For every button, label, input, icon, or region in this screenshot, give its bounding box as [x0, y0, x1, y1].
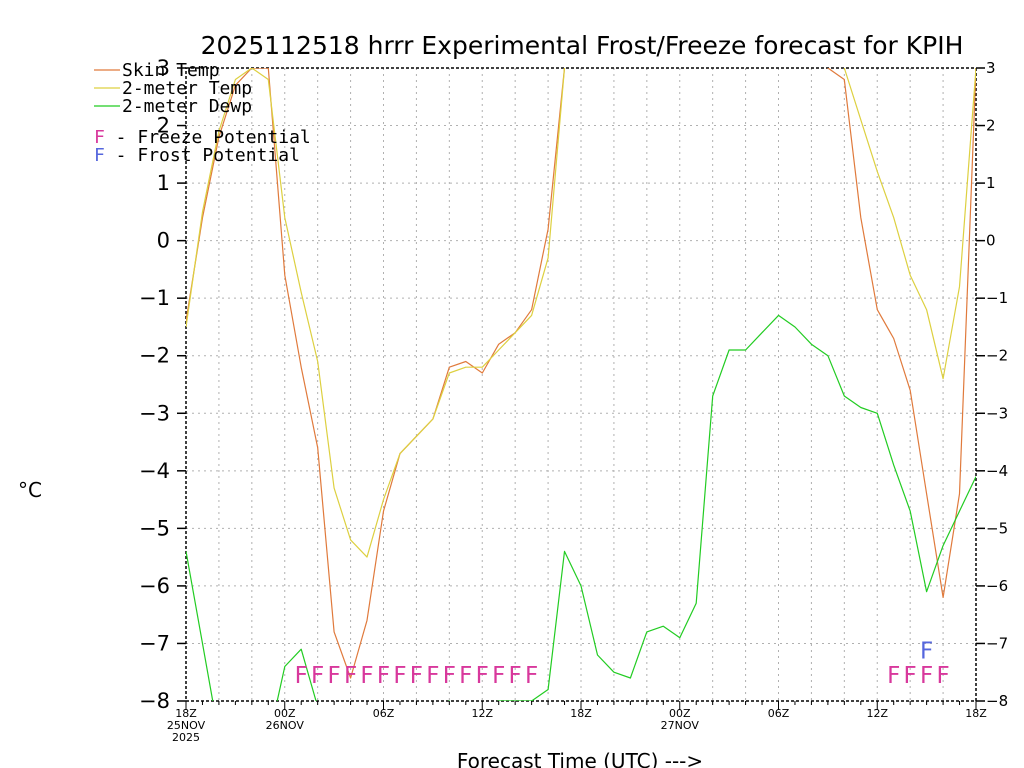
x-tick-label: 00Z: [274, 707, 296, 720]
x-tick-label: 2025: [172, 731, 200, 744]
freeze-flag: F: [509, 663, 522, 689]
legend-frost: F - Frost Potential: [94, 145, 300, 166]
potential-flags: F F F F F F F F F F F F F F F F F F FF: [295, 638, 950, 689]
chart-title: 2025112518 hrrr Experimental Frost/Freez…: [201, 31, 964, 60]
freeze-flag: F: [443, 663, 456, 689]
legend-frost-label: - Frost Potential: [105, 145, 300, 166]
freeze-flag: F: [936, 663, 949, 689]
y-tick-label-right: −4: [986, 462, 1008, 480]
x-tick-label: 12Z: [471, 707, 493, 720]
freeze-flag: F: [311, 663, 324, 689]
y-tick-label: 0: [157, 229, 170, 253]
freeze-flag: F: [426, 663, 439, 689]
legend-freeze-symbol: F: [94, 127, 105, 148]
x-tick-label: 18Z: [570, 707, 592, 720]
x-tick-label: 06Z: [373, 707, 395, 720]
y-tick-label-right: 0: [986, 232, 996, 250]
freeze-flag: F: [295, 663, 308, 689]
freeze-flag: F: [920, 663, 933, 689]
y-tick-label: 3: [157, 56, 170, 80]
y-tick-label: −7: [139, 631, 170, 655]
y-tick-label-right: −3: [986, 404, 1008, 422]
series-line-2-meter-temp: [186, 68, 976, 558]
y-tick-label: −6: [139, 574, 170, 598]
legend-frost-symbol: F: [94, 145, 105, 166]
y-axis-label: °C: [18, 478, 42, 502]
legend: Skin Temp 2-meter Temp 2-meter Dewp F - …: [94, 60, 311, 166]
legend-freeze: F - Freeze Potential: [94, 127, 311, 148]
x-tick-label: 26NOV: [266, 719, 305, 732]
y-tick-label-right: −7: [986, 634, 1008, 652]
y-tick-label: −8: [139, 689, 170, 713]
y-tick-label-right: −5: [986, 519, 1008, 537]
x-axis-label: Forecast Time (UTC) --->: [457, 749, 703, 768]
y-tick-label: 2: [157, 114, 170, 138]
freeze-flag: F: [492, 663, 505, 689]
y-tick-label-right: −8: [986, 692, 1008, 710]
freeze-flag: F: [476, 663, 489, 689]
y-tick-label-right: 2: [986, 117, 996, 135]
freeze-flag: F: [393, 663, 406, 689]
x-tick-label: 27NOV: [661, 719, 700, 732]
freeze-flag: F: [904, 663, 917, 689]
y-tick-label: 1: [157, 171, 170, 195]
y-tick-label: −4: [139, 459, 170, 483]
freeze-flag: F: [410, 663, 423, 689]
y-axis-ticks: −8 −8 −7 −7 −6 −6 −5 −5 −4 −4 −3 −3 −2 −2 −1 −1 0 0 1 1 2 2 3 3: [139, 56, 1008, 713]
y-tick-label: −5: [139, 516, 170, 540]
freeze-flag: F: [328, 663, 341, 689]
series-line-2-meter-dewp: [186, 314, 976, 701]
x-tick-label: 25NOV: [167, 719, 206, 732]
legend-freeze-label: - Freeze Potential: [105, 127, 311, 148]
freeze-flag: F: [525, 663, 538, 689]
freeze-flag: F: [459, 663, 472, 689]
y-tick-label: −3: [139, 401, 170, 425]
series: [186, 68, 976, 701]
legend-label-2m-temp: 2-meter Temp: [122, 78, 252, 99]
freeze-flag: F: [360, 663, 373, 689]
y-tick-label-right: −2: [986, 347, 1008, 365]
x-tick-label: 06Z: [768, 707, 790, 720]
freeze-flag: F: [344, 663, 357, 689]
x-tick-label: 12Z: [866, 707, 888, 720]
legend-label-2m-dewp: 2-meter Dewp: [122, 96, 252, 117]
frost-flag: F: [920, 638, 933, 664]
freeze-flag: F: [887, 663, 900, 689]
y-tick-label-right: 1: [986, 174, 996, 192]
y-tick-label-right: −1: [986, 289, 1008, 307]
y-tick-label-right: −6: [986, 577, 1008, 595]
y-tick-label: −1: [139, 286, 170, 310]
legend-label-skin-temp: Skin Temp: [122, 60, 220, 81]
x-tick-label: 18Z: [175, 707, 197, 720]
y-tick-label-right: 3: [986, 59, 996, 77]
series-line-skin-temp: [186, 68, 976, 679]
x-tick-label: 00Z: [669, 707, 691, 720]
x-tick-label: 18Z: [965, 707, 987, 720]
y-tick-label: −2: [139, 344, 170, 368]
freeze-flag: F: [377, 663, 390, 689]
